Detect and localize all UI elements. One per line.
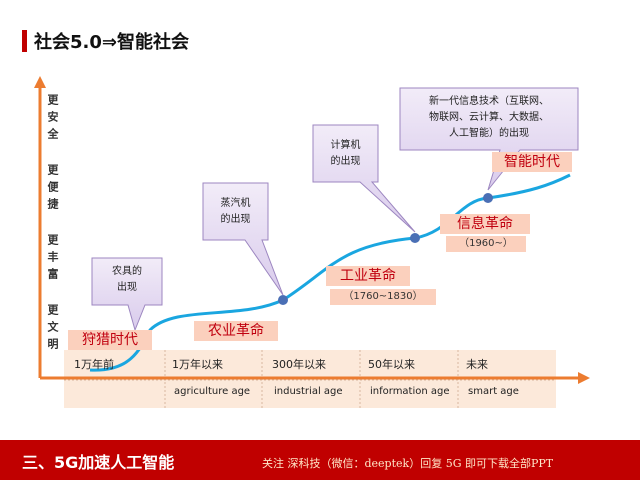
- footer-note: 关注 深科技（微信：deeptek）回复 5G 即可下载全部PPT: [262, 457, 554, 470]
- bubble-line: 计算机: [330, 140, 361, 151]
- table-cell: 50年以来: [368, 358, 415, 371]
- title: 社会5.0⇒智能社会: [34, 32, 189, 53]
- stage-label: 农业革命: [194, 321, 278, 341]
- stage-period: （1760~1830）: [330, 289, 436, 305]
- title-accent: [22, 30, 27, 52]
- bubble-line: 农具的: [112, 266, 142, 277]
- arrow: [578, 372, 590, 384]
- benefit: 更文明: [46, 304, 59, 355]
- milestone-dot: [278, 295, 288, 305]
- table-cell: 1万年前: [74, 358, 114, 371]
- stage-label: 信息革命: [440, 214, 530, 234]
- bubble-text: 蒸汽机 的出现: [203, 196, 268, 228]
- benefit: 更丰富: [46, 234, 59, 285]
- footer-section: 三、5G加速人工智能: [22, 453, 175, 472]
- stage-period: （1960~）: [446, 236, 526, 252]
- table-cell: 1万年以来: [172, 358, 223, 371]
- milestone-dot: [410, 233, 420, 243]
- table-cell: 300年以来: [272, 358, 326, 371]
- table-cell: industrial age: [274, 386, 343, 397]
- table-cell: smart age: [468, 386, 519, 397]
- bubble-line: 的出现: [220, 214, 251, 225]
- bubble-line: 蒸汽机: [220, 198, 251, 209]
- bubble: [91, 257, 163, 332]
- bubble-line: 的出现: [330, 156, 361, 167]
- bubble-text: 农具的 出现: [92, 264, 162, 296]
- footer-bar: [0, 440, 640, 480]
- bubble: [202, 182, 284, 296]
- bubble-line: 出现: [117, 282, 137, 293]
- benefit: 更便捷: [46, 164, 59, 215]
- bubble-text: 计算机 的出现: [313, 138, 378, 170]
- arrow: [34, 76, 46, 88]
- stage-label: 智能时代: [492, 152, 572, 172]
- bubble-text: 新一代信息技术（互联网、 物联网、云计算、大数据、 人工智能）的出现: [400, 94, 578, 142]
- bubble: [312, 124, 416, 233]
- table-cell: information age: [370, 386, 450, 397]
- table-cell: agriculture age: [174, 386, 251, 397]
- stage-label: 工业革命: [326, 266, 410, 286]
- diagram: [34, 76, 590, 408]
- milestone-dot: [483, 193, 493, 203]
- bubble-line: 人工智能）的出现: [449, 128, 529, 139]
- bubble-line: 物联网、云计算、大数据、: [429, 112, 549, 123]
- stage-label: 狩猎时代: [68, 330, 152, 350]
- table-cell: 未来: [466, 358, 488, 371]
- benefit: 更安全: [46, 94, 59, 145]
- bubble-line: 新一代信息技术（互联网、: [429, 96, 549, 107]
